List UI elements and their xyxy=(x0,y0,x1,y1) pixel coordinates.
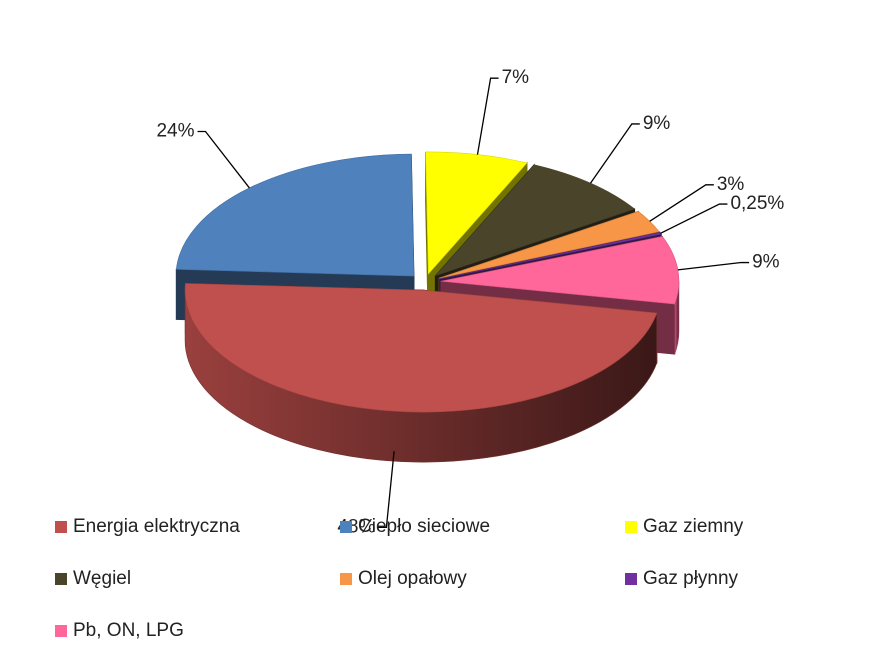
leader-line xyxy=(660,203,728,234)
slice xyxy=(425,151,528,275)
leader-line xyxy=(677,261,750,271)
legend-label: Gaz ziemny xyxy=(643,516,744,537)
data-label: 0,25% xyxy=(730,193,784,214)
legend-label: Pb, ON, LPG xyxy=(73,620,184,641)
legend-swatch xyxy=(55,625,67,637)
slice xyxy=(440,236,680,305)
legend-swatch xyxy=(340,573,352,585)
leader-line xyxy=(649,184,714,222)
slice xyxy=(439,232,662,280)
leader-line xyxy=(476,77,499,155)
legend-label: Węgiel xyxy=(73,568,131,589)
data-label: 24% xyxy=(156,121,194,142)
legend-label: Energia elektryczna xyxy=(73,516,240,537)
legend-swatch xyxy=(55,573,67,585)
slice xyxy=(434,164,636,277)
data-label: 7% xyxy=(502,67,530,88)
legend-swatch xyxy=(340,521,352,533)
legend-swatch xyxy=(625,573,637,585)
leader-line xyxy=(589,123,640,184)
slice-tops xyxy=(175,151,680,413)
legend-label: Olej opałowy xyxy=(358,568,467,589)
legend-swatch xyxy=(625,521,637,533)
data-label: 9% xyxy=(643,113,671,134)
slice xyxy=(175,153,415,277)
leader-line xyxy=(378,451,395,529)
legend-label: Gaz płynny xyxy=(643,568,739,589)
data-label: 3% xyxy=(717,174,745,195)
slice xyxy=(184,283,658,413)
legend-swatch xyxy=(55,521,67,533)
data-label: 9% xyxy=(752,252,780,273)
leader-line xyxy=(197,130,250,189)
legend-label: Ciepło sieciowe xyxy=(358,516,490,537)
